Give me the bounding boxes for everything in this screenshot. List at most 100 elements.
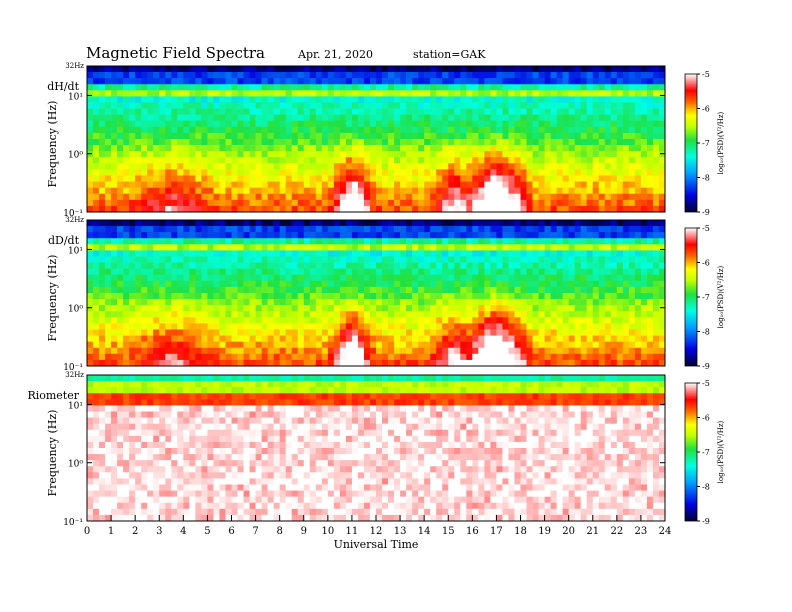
- heatmap-cell: [99, 323, 106, 330]
- heatmap-cell: [159, 341, 166, 349]
- heatmap-cell: [201, 305, 208, 312]
- heatmap-cell: [652, 238, 660, 245]
- heatmap-cell: [261, 151, 268, 158]
- heatmap-cell: [598, 163, 606, 170]
- heatmap-cell: [544, 151, 551, 158]
- heatmap-cell: [460, 256, 467, 263]
- heatmap-cell: [388, 387, 395, 394]
- heatmap-cell: [388, 205, 395, 213]
- heatmap-cell: [592, 244, 600, 251]
- heatmap-cell: [297, 274, 305, 282]
- heatmap-cell: [87, 157, 94, 164]
- heatmap-cell: [400, 175, 407, 182]
- heatmap-cell: [201, 193, 208, 201]
- heatmap-cell: [201, 96, 208, 103]
- heatmap-cell: [622, 78, 630, 85]
- heatmap-cell: [219, 84, 226, 91]
- heatmap-cell: [562, 139, 569, 146]
- heatmap-cell: [628, 238, 636, 245]
- heatmap-cell: [177, 90, 184, 97]
- heatmap-cell: [586, 220, 594, 227]
- heatmap-cell: [357, 347, 365, 355]
- heatmap-cell: [111, 393, 118, 400]
- heatmap-cell: [412, 72, 419, 79]
- heatmap-cell: [424, 187, 431, 195]
- heatmap-cell: [550, 139, 557, 146]
- heatmap-cell: [255, 393, 262, 400]
- heatmap-cell: [351, 90, 359, 97]
- heatmap-cell: [496, 286, 503, 294]
- heatmap-cell: [135, 108, 142, 115]
- heatmap-cell: [412, 387, 419, 394]
- heatmap-cell: [478, 381, 485, 388]
- heatmap-cell: [279, 244, 286, 251]
- heatmap-cell: [658, 232, 666, 239]
- heatmap-cell: [93, 205, 100, 213]
- heatmap-cell: [315, 84, 323, 91]
- heatmap-cell: [412, 181, 419, 188]
- heatmap-cell: [279, 387, 286, 394]
- heatmap-cell: [652, 181, 660, 188]
- heatmap-cell: [454, 90, 461, 97]
- heatmap-cell: [580, 262, 588, 269]
- heatmap-cell: [279, 157, 286, 164]
- heatmap-cell: [87, 151, 94, 158]
- heatmap-cell: [339, 181, 347, 188]
- heatmap-cell: [243, 72, 250, 79]
- heatmap-cell: [544, 187, 551, 195]
- heatmap-cell: [333, 132, 341, 140]
- heatmap-cell: [105, 139, 112, 146]
- heatmap-cell: [466, 274, 473, 282]
- heatmap-cell: [291, 181, 299, 188]
- heatmap-cell: [430, 375, 437, 382]
- heatmap-cell: [520, 268, 527, 276]
- heatmap-cell: [357, 175, 365, 182]
- heatmap-cell: [490, 132, 497, 140]
- heatmap-cell: [111, 169, 118, 176]
- heatmap-cell: [418, 353, 425, 361]
- heatmap-cell: [159, 66, 166, 73]
- heatmap-cell: [466, 169, 473, 176]
- heatmap-cell: [454, 311, 461, 318]
- heatmap-cell: [394, 299, 401, 306]
- heatmap-cell: [237, 72, 244, 79]
- heatmap-cell: [400, 187, 407, 195]
- heatmap-cell: [129, 163, 136, 170]
- heatmap-cell: [309, 108, 317, 115]
- heatmap-cell: [159, 102, 166, 109]
- heatmap-cell: [580, 157, 588, 164]
- heatmap-cell: [195, 157, 202, 164]
- heatmap-cell: [646, 145, 654, 152]
- heatmap-cell: [400, 90, 407, 97]
- heatmap-cell: [478, 145, 485, 152]
- heatmap-cell: [430, 387, 437, 394]
- heatmap-cell: [442, 145, 449, 152]
- heatmap-cell: [388, 232, 395, 239]
- heatmap-cell: [448, 145, 455, 152]
- heatmap-cell: [652, 114, 660, 122]
- heatmap-cell: [351, 286, 359, 294]
- heatmap-cell: [616, 96, 624, 103]
- heatmap-cell: [466, 187, 473, 195]
- heatmap-cell: [87, 102, 94, 109]
- heatmap-cell: [550, 387, 557, 394]
- heatmap-cell: [141, 387, 148, 394]
- heatmap-cell: [363, 299, 371, 306]
- heatmap-cell: [147, 181, 154, 188]
- heatmap-cell: [412, 250, 419, 257]
- heatmap-cell: [616, 163, 624, 170]
- heatmap-cell: [616, 175, 624, 182]
- heatmap-cell: [357, 84, 365, 91]
- heatmap-cell: [514, 157, 521, 164]
- heatmap-cell: [484, 84, 491, 91]
- heatmap-cell: [111, 268, 118, 276]
- heatmap-cell: [327, 238, 335, 245]
- heatmap-cell: [189, 341, 196, 349]
- heatmap-cell: [213, 199, 220, 207]
- heatmap-cell: [351, 84, 359, 91]
- heatmap-cell: [580, 323, 588, 330]
- heatmap-cell: [454, 262, 461, 269]
- heatmap-cell: [225, 250, 232, 257]
- heatmap-cell: [508, 286, 515, 294]
- heatmap-cell: [544, 78, 551, 85]
